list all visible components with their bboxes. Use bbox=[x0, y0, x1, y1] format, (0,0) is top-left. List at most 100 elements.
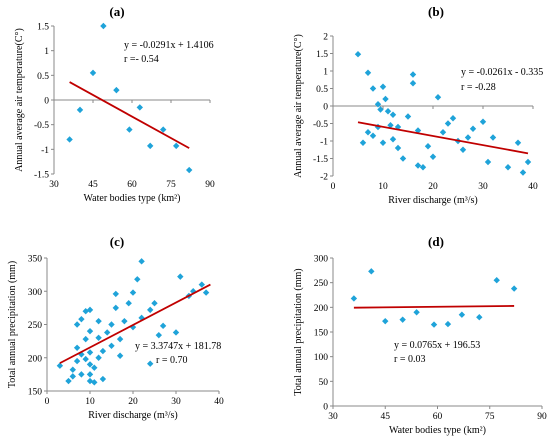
y-tick-label: 50 bbox=[319, 378, 329, 388]
x-tick-label: 30 bbox=[478, 182, 488, 192]
data-point bbox=[82, 308, 89, 315]
data-point bbox=[379, 83, 387, 90]
data-point bbox=[104, 329, 111, 336]
trendline bbox=[353, 305, 515, 309]
data-point bbox=[99, 347, 107, 355]
y-tick-label: 1 bbox=[44, 47, 49, 57]
data-point bbox=[364, 129, 372, 136]
data-point bbox=[430, 321, 438, 328]
y-axis-title: Annual average air temperature(C°) bbox=[293, 34, 304, 178]
data-point bbox=[73, 321, 81, 328]
y-tick-label: 1.5 bbox=[37, 23, 49, 33]
y-tick-label: -2 bbox=[320, 173, 328, 183]
x-axis-title: Water bodies type (km²) bbox=[84, 193, 181, 204]
data-point bbox=[112, 290, 119, 298]
trendline bbox=[59, 283, 211, 364]
x-axis-title: River discharge (m³/s) bbox=[388, 195, 477, 206]
x-tick-label: 30 bbox=[328, 412, 338, 422]
data-point bbox=[198, 281, 205, 288]
y-tick-label: 2 bbox=[323, 33, 328, 43]
data-point bbox=[173, 142, 180, 150]
data-point bbox=[387, 122, 394, 129]
data-point bbox=[399, 316, 406, 323]
data-point bbox=[458, 311, 466, 318]
data-point bbox=[399, 155, 407, 162]
y-tick-label: 250 bbox=[28, 321, 43, 331]
regression-equation: y = 3.3747x + 181.78 bbox=[135, 341, 221, 352]
data-point bbox=[359, 139, 367, 146]
data-point bbox=[464, 134, 472, 141]
data-point bbox=[384, 108, 392, 115]
data-point bbox=[86, 327, 94, 335]
data-point bbox=[89, 69, 97, 77]
data-point bbox=[519, 169, 527, 176]
data-point bbox=[155, 331, 162, 339]
y-tick-label: 250 bbox=[314, 279, 329, 289]
data-point bbox=[172, 329, 180, 336]
x-tick-label: 0 bbox=[331, 182, 336, 192]
y-tick-label: -1 bbox=[320, 138, 328, 148]
y-tick-label: 0 bbox=[44, 97, 49, 107]
data-point bbox=[489, 134, 497, 141]
data-point bbox=[449, 115, 457, 122]
x-tick-label: 75 bbox=[166, 180, 176, 190]
data-point bbox=[147, 142, 154, 150]
data-point bbox=[100, 22, 107, 30]
correlation-label: r =- 0.54 bbox=[124, 54, 159, 65]
data-point bbox=[125, 300, 132, 307]
data-point bbox=[444, 120, 452, 127]
x-axis-title: River discharge (m³/s) bbox=[88, 410, 177, 421]
data-point bbox=[350, 295, 358, 302]
data-point bbox=[56, 362, 64, 369]
y-tick-label: 1.5 bbox=[316, 50, 328, 60]
data-point bbox=[368, 268, 375, 275]
data-point bbox=[413, 309, 420, 316]
data-point bbox=[86, 306, 94, 314]
x-tick-label: 40 bbox=[214, 397, 224, 407]
data-point bbox=[82, 335, 89, 343]
data-point bbox=[493, 277, 500, 284]
panel-label: (c) bbox=[110, 234, 124, 249]
y-tick-label: 350 bbox=[28, 255, 43, 265]
x-axis-title: Water bodies type (km²) bbox=[389, 425, 486, 436]
x-tick-label: 0 bbox=[45, 397, 50, 407]
data-point bbox=[424, 143, 432, 150]
data-point bbox=[409, 80, 417, 87]
data-point bbox=[138, 258, 145, 265]
data-point bbox=[112, 304, 119, 312]
y-tick-label: 300 bbox=[28, 288, 43, 298]
correlation-label: r = 0.70 bbox=[156, 355, 187, 366]
data-point bbox=[134, 276, 141, 283]
data-point bbox=[69, 366, 76, 373]
data-point bbox=[479, 118, 487, 125]
data-point bbox=[66, 136, 73, 143]
correlation-label: r = -0.28 bbox=[461, 82, 496, 93]
data-point bbox=[409, 71, 417, 78]
panel-label: (a) bbox=[109, 4, 124, 19]
chart-panel-1: (a) -1.5 -1 -0.5 0 0.5 1 1.5 30 45 60 75 90 Water bod… bbox=[14, 4, 215, 204]
x-tick-label: 60 bbox=[433, 412, 443, 422]
data-point bbox=[439, 129, 447, 136]
data-point bbox=[73, 357, 81, 365]
data-point bbox=[382, 95, 389, 103]
data-point bbox=[369, 132, 377, 139]
y-axis-title: Total annual precipitation (mm) bbox=[7, 261, 18, 388]
data-point bbox=[419, 164, 427, 171]
data-point bbox=[147, 306, 154, 314]
x-tick-label: 20 bbox=[128, 397, 138, 407]
y-tick-label: -1 bbox=[41, 146, 49, 156]
correlation-label: r = 0.03 bbox=[394, 354, 425, 365]
data-point bbox=[160, 126, 167, 133]
x-tick-label: 90 bbox=[205, 180, 215, 190]
y-tick-label: 0.5 bbox=[37, 72, 49, 82]
y-axis-title: Annual average air temperature(C°) bbox=[14, 28, 25, 172]
data-point bbox=[159, 322, 167, 330]
y-tick-label: 1 bbox=[323, 68, 328, 78]
y-tick-label: 0 bbox=[323, 103, 328, 113]
x-tick-label: 60 bbox=[127, 180, 137, 190]
data-point bbox=[379, 139, 387, 146]
data-point bbox=[121, 317, 128, 325]
x-tick-label: 10 bbox=[378, 182, 388, 192]
regression-equation: y = 0.0765x + 196.53 bbox=[394, 340, 480, 351]
